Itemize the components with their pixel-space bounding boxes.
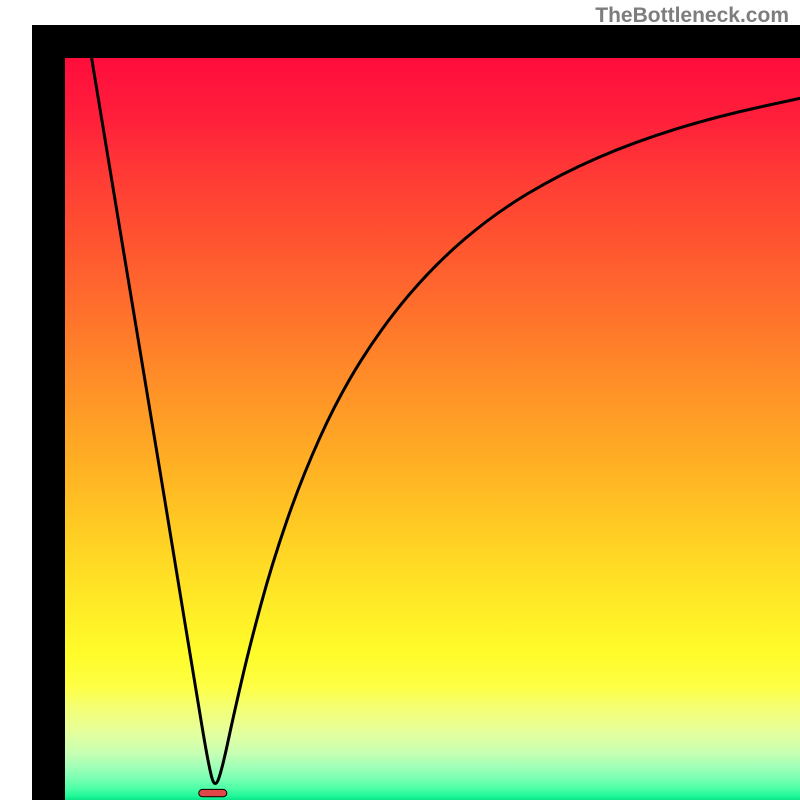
- plot-svg: [65, 58, 800, 800]
- plot-frame: [32, 25, 800, 800]
- chart-container: TheBottleneck.com: [0, 0, 800, 800]
- watermark-text: TheBottleneck.com: [595, 4, 789, 28]
- dip-marker: [199, 789, 227, 796]
- bottleneck-curve: [92, 58, 800, 784]
- plot-inner: [65, 58, 800, 800]
